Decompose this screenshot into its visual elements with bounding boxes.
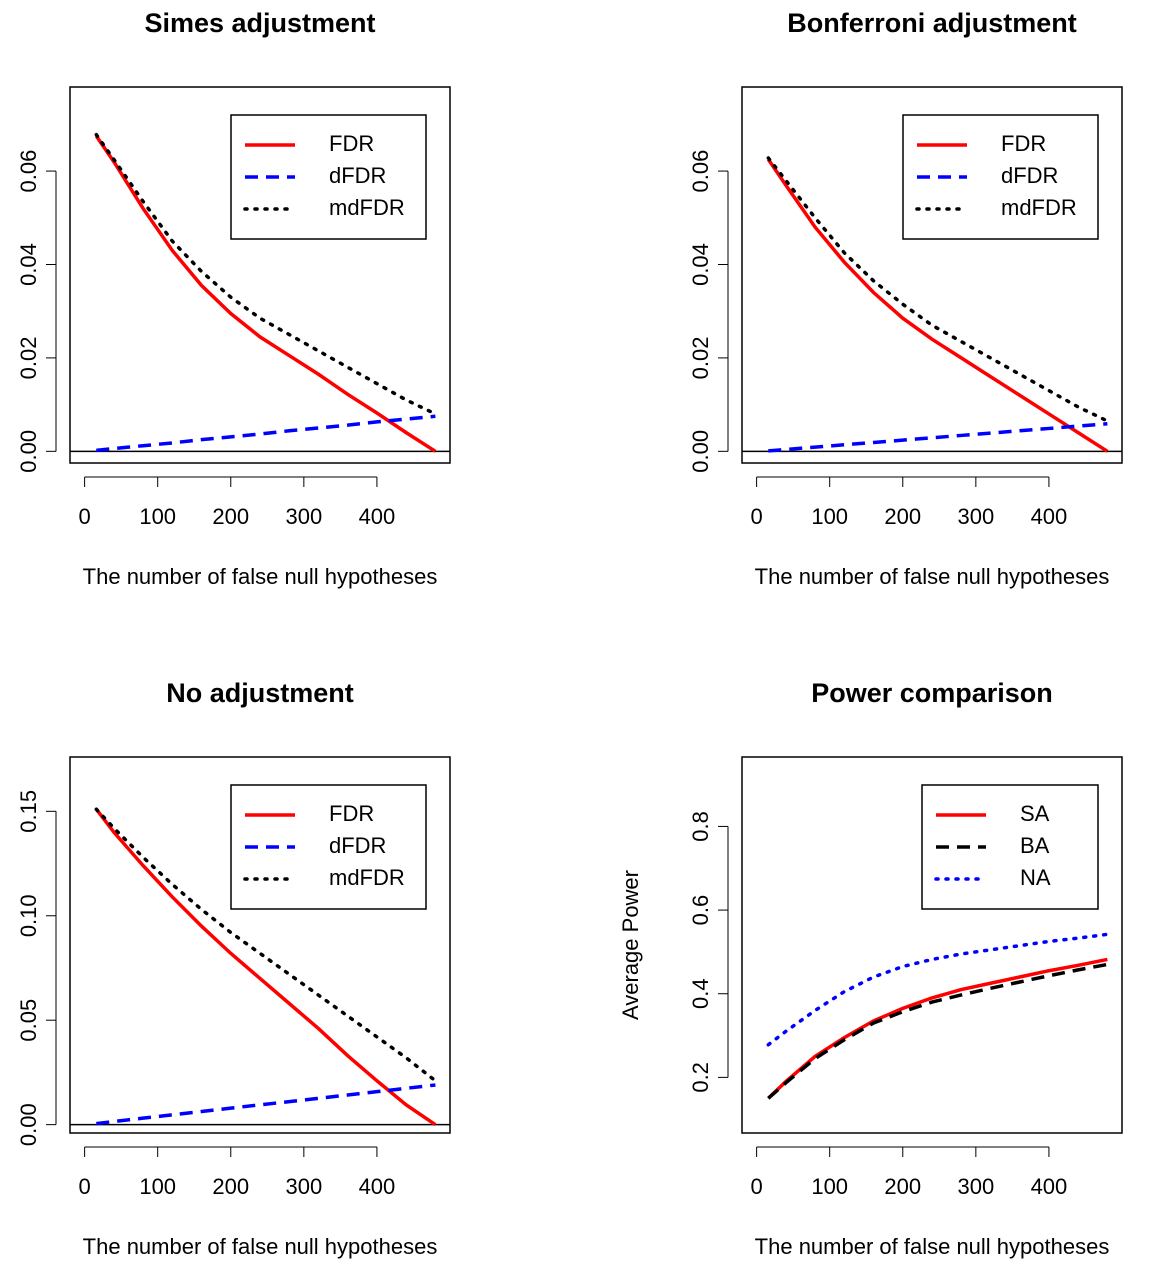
- legend-label: FDR: [1001, 131, 1046, 156]
- panel-title: Bonferroni adjustment: [787, 8, 1077, 38]
- legend-box: [921, 784, 1099, 910]
- plot-frame: [69, 86, 451, 464]
- y-tick-label: 0.05: [16, 999, 41, 1042]
- y-tick-label: 0.2: [688, 1062, 713, 1093]
- series-line: [766, 932, 1110, 1047]
- y-tick-label: 0.4: [688, 978, 713, 1009]
- x-tick-label: 100: [139, 504, 176, 529]
- series-line: [94, 808, 437, 1127]
- y-tick-label: 0.00: [16, 1103, 41, 1146]
- panel-title: Simes adjustment: [144, 8, 375, 38]
- panel-title: No adjustment: [166, 678, 354, 708]
- x-tick-label: 100: [811, 1174, 848, 1199]
- series-line: [96, 414, 436, 453]
- legend-label: dFDR: [329, 163, 386, 188]
- plot-frame: [69, 756, 451, 1134]
- legend-box: [230, 114, 427, 240]
- x-tick-label: 0: [750, 1174, 762, 1199]
- x-tick-label: 400: [359, 1174, 396, 1199]
- x-tick-label: 100: [139, 1174, 176, 1199]
- x-tick-label: 300: [957, 1174, 994, 1199]
- x-tick-label: 0: [78, 504, 90, 529]
- y-tick-label: 0.06: [16, 150, 41, 193]
- legend-label: dFDR: [329, 833, 386, 858]
- y-tick-label: 0.04: [688, 243, 713, 286]
- series-line: [766, 156, 1110, 423]
- legend-label: NA: [1020, 865, 1051, 890]
- y-tick-label: 0.10: [16, 894, 41, 937]
- x-tick-label: 200: [884, 504, 921, 529]
- panel-title: Power comparison: [811, 678, 1053, 708]
- y-tick-label: 0.02: [16, 336, 41, 379]
- y-tick-label: 0.6: [688, 895, 713, 926]
- y-axis-label: Average Power: [618, 870, 643, 1020]
- x-tick-label: 200: [212, 504, 249, 529]
- legend-label: FDR: [329, 801, 374, 826]
- x-axis-label: The number of false null hypotheses: [755, 1234, 1110, 1259]
- legend-box: [902, 114, 1099, 240]
- x-tick-label: 400: [359, 504, 396, 529]
- y-tick-label: 0.06: [688, 150, 713, 193]
- plot-frame: [741, 756, 1123, 1134]
- y-tick-label: 0.00: [688, 430, 713, 473]
- x-tick-label: 200: [884, 1174, 921, 1199]
- series-line: [768, 422, 1108, 453]
- plot-frame: [741, 86, 1123, 464]
- x-axis-label: The number of false null hypotheses: [83, 1234, 438, 1259]
- series-line: [766, 158, 1109, 453]
- legend-label: SA: [1020, 801, 1050, 826]
- y-tick-label: 0.00: [16, 430, 41, 473]
- legend-label: mdFDR: [1001, 195, 1077, 220]
- x-axis-label: The number of false null hypotheses: [83, 564, 438, 589]
- legend-label: mdFDR: [329, 865, 405, 890]
- x-tick-label: 200: [212, 1174, 249, 1199]
- x-tick-label: 300: [285, 1174, 322, 1199]
- legend-box: [230, 784, 427, 910]
- series-line: [94, 135, 437, 453]
- series-line: [767, 957, 1108, 1100]
- y-tick-label: 0.02: [688, 336, 713, 379]
- x-tick-label: 0: [78, 1174, 90, 1199]
- series-line: [767, 962, 1108, 1100]
- x-tick-label: 0: [750, 504, 762, 529]
- legend-label: BA: [1020, 833, 1050, 858]
- series-line: [96, 1083, 436, 1126]
- legend-label: dFDR: [1001, 163, 1058, 188]
- legend-label: FDR: [329, 131, 374, 156]
- x-tick-label: 400: [1031, 504, 1068, 529]
- legend-label: mdFDR: [329, 195, 405, 220]
- y-tick-label: 0.15: [16, 790, 41, 833]
- series-line: [94, 807, 438, 1083]
- x-tick-label: 300: [285, 504, 322, 529]
- x-tick-label: 300: [957, 504, 994, 529]
- x-axis-label: The number of false null hypotheses: [755, 564, 1110, 589]
- y-tick-label: 0.04: [16, 243, 41, 286]
- series-line: [94, 132, 438, 416]
- x-tick-label: 400: [1031, 1174, 1068, 1199]
- x-tick-label: 100: [811, 504, 848, 529]
- y-tick-label: 0.8: [688, 811, 713, 842]
